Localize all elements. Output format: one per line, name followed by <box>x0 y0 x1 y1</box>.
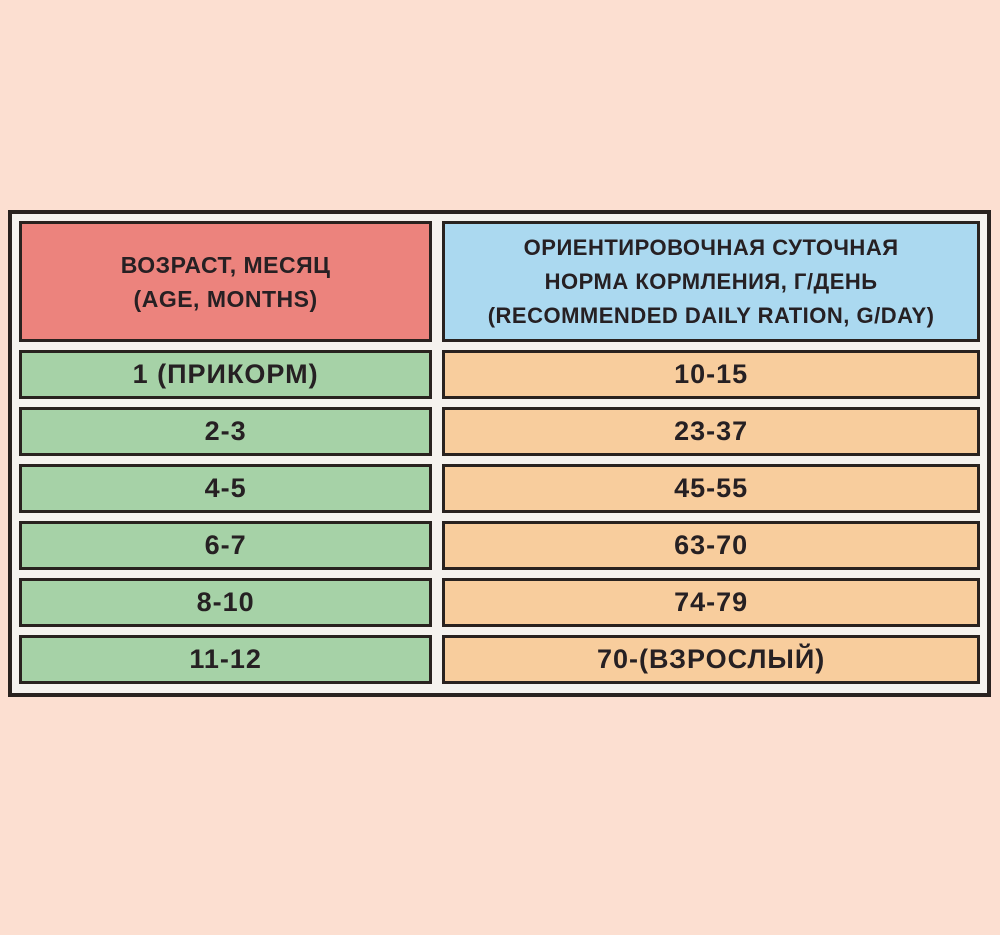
ration-value: 45-55 <box>674 473 749 503</box>
ration-column-header: ОРИЕНТИРОВОЧНАЯ СУТОЧНАЯ НОРМА КОРМЛЕНИЯ… <box>442 221 980 342</box>
ration-column-header-label: ОРИЕНТИРОВОЧНАЯ СУТОЧНАЯ НОРМА КОРМЛЕНИЯ… <box>487 234 935 328</box>
ration-value: 63-70 <box>674 530 749 560</box>
ration-value: 74-79 <box>674 587 749 617</box>
age-value: 1 (ПРИКОРМ) <box>132 359 319 389</box>
table-row: 11-12 70-(ВЗРОСЛЫЙ) <box>19 635 980 684</box>
table-row: 1 (ПРИКОРМ) 10-15 <box>19 350 980 399</box>
ration-cell: 23-37 <box>442 407 980 456</box>
table-row: 8-10 74-79 <box>19 578 980 627</box>
age-cell: 11-12 <box>19 635 433 684</box>
ration-value: 23-37 <box>674 416 749 446</box>
age-column-header-label: ВОЗРАСТ, МЕСЯЦ (AGE, MONTHS) <box>120 251 331 312</box>
ration-value: 70-(ВЗРОСЛЫЙ) <box>596 644 826 674</box>
table-row: 6-7 63-70 <box>19 521 980 570</box>
ration-cell: 70-(ВЗРОСЛЫЙ) <box>442 635 980 684</box>
table-row: 2-3 23-37 <box>19 407 980 456</box>
age-value: 6-7 <box>204 530 247 560</box>
age-value: 2-3 <box>204 416 247 446</box>
header-row: ВОЗРАСТ, МЕСЯЦ (AGE, MONTHS) ОРИЕНТИРОВО… <box>19 221 980 342</box>
ration-cell: 63-70 <box>442 521 980 570</box>
age-cell: 1 (ПРИКОРМ) <box>19 350 433 399</box>
ration-value: 10-15 <box>674 359 749 389</box>
age-cell: 6-7 <box>19 521 433 570</box>
age-column-header: ВОЗРАСТ, МЕСЯЦ (AGE, MONTHS) <box>19 221 433 342</box>
age-value: 8-10 <box>196 587 255 617</box>
age-value: 11-12 <box>189 644 262 674</box>
ration-cell: 10-15 <box>442 350 980 399</box>
age-cell: 8-10 <box>19 578 433 627</box>
table-row: 4-5 45-55 <box>19 464 980 513</box>
age-value: 4-5 <box>204 473 247 503</box>
age-cell: 2-3 <box>19 407 433 456</box>
age-cell: 4-5 <box>19 464 433 513</box>
ration-cell: 45-55 <box>442 464 980 513</box>
feeding-table: ВОЗРАСТ, МЕСЯЦ (AGE, MONTHS) ОРИЕНТИРОВО… <box>8 210 991 697</box>
ration-cell: 74-79 <box>442 578 980 627</box>
